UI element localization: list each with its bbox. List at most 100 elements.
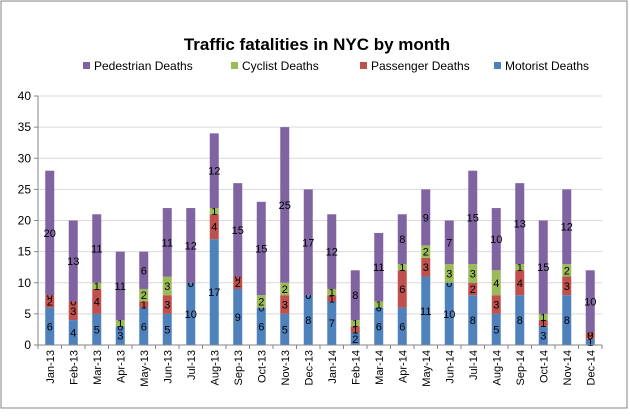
bar-pedestrian-Mar-14 <box>374 232 384 302</box>
x-tick-label-Apr-14: Apr-14 <box>397 350 409 383</box>
bar-cyclist-Jan-14 <box>327 288 337 296</box>
data-label-pedestrian-May-14: 9 <box>423 212 429 224</box>
bar-cyclist-May-14 <box>421 245 431 258</box>
data-label-motorist-Mar-14: 6 <box>376 321 382 333</box>
legend-label-cyclist: Cyclist Deaths <box>242 59 319 73</box>
data-label-passenger-May-14: 3 <box>423 262 429 274</box>
bar-cyclist-Oct-13 <box>256 295 266 308</box>
data-label-passenger-Jun-13: 3 <box>164 300 170 312</box>
data-label-cyclist-Dec-13: 0 <box>305 290 311 302</box>
bar-motorist-Jan-14 <box>327 301 337 345</box>
data-label-cyclist-Aug-14: 4 <box>493 278 499 290</box>
data-label-pedestrian-Jun-13: 11 <box>162 237 173 249</box>
x-tick-label-Feb-14: Feb-14 <box>350 350 362 385</box>
x-tick-label-Apr-13: Apr-13 <box>115 350 127 383</box>
data-label-passenger-May-13: 1 <box>141 300 147 312</box>
bar-passenger-Jan-13 <box>45 295 55 308</box>
data-label-passenger-Aug-14: 3 <box>493 300 499 312</box>
data-label-motorist-Jun-13: 5 <box>164 324 170 336</box>
data-label-pedestrian-Jan-14: 12 <box>326 247 338 259</box>
bar-passenger-Sep-14 <box>515 270 525 296</box>
bar-motorist-Jul-14 <box>468 295 478 345</box>
data-label-cyclist-May-13: 2 <box>141 290 147 302</box>
x-tick-label-Jan-14: Jan-14 <box>327 350 339 384</box>
data-label-passenger-Jan-14: 1 <box>329 293 335 305</box>
bar-passenger-Mar-13 <box>92 288 102 314</box>
x-tick-label-Mar-13: Mar-13 <box>92 350 104 385</box>
bar-passenger-Oct-14 <box>538 320 548 327</box>
data-label-pedestrian-Mar-13: 11 <box>91 244 102 256</box>
data-label-cyclist-Dec-14: 0 <box>587 328 593 340</box>
bar-passenger-Jul-14 <box>468 282 478 296</box>
x-tick-label-Jun-14: Jun-14 <box>444 350 456 384</box>
bar-pedestrian-Dec-14 <box>585 270 595 333</box>
bar-cyclist-Apr-14 <box>397 264 407 271</box>
data-label-pedestrian-Jun-14: 7 <box>446 237 452 249</box>
bar-pedestrian-Aug-14 <box>491 208 501 271</box>
bar-passenger-Aug-14 <box>491 295 501 314</box>
x-tick-label-Nov-13: Nov-13 <box>280 350 292 385</box>
data-label-passenger-Mar-14: 0 <box>376 303 382 315</box>
data-label-motorist-Jul-13: 10 <box>185 309 197 321</box>
y-tick-label-40: 40 <box>18 89 32 103</box>
bar-passenger-Feb-13 <box>68 301 78 321</box>
data-label-pedestrian-Feb-14: 8 <box>352 290 358 302</box>
bar-pedestrian-Jun-14 <box>444 220 454 265</box>
gridlines <box>38 95 602 315</box>
data-label-pedestrian-Jan-13: 20 <box>44 228 56 240</box>
legend: Pedestrian Deaths Cyclist Deaths Passenger… <box>83 59 589 73</box>
data-label-motorist-Feb-13: 4 <box>70 328 76 340</box>
bar-motorist-Apr-13 <box>115 326 125 345</box>
legend-label-passenger: Passenger Deaths <box>371 59 470 73</box>
data-label-cyclist-Nov-14: 2 <box>564 265 570 277</box>
bar-pedestrian-Apr-13 <box>115 251 125 321</box>
bar-pedestrian-Mar-13 <box>92 214 102 283</box>
bar-passenger-Sep-13 <box>233 276 243 289</box>
bar-pedestrian-Nov-13 <box>280 127 290 283</box>
bar-passenger-Jun-13 <box>162 295 172 314</box>
bar-motorist-Mar-14 <box>374 307 384 345</box>
data-label-pedestrian-Nov-14: 12 <box>561 222 573 234</box>
legend-swatch-cyclist <box>231 62 238 69</box>
bar-passenger-Dec-14 <box>585 332 595 339</box>
bar-motorist-Oct-13 <box>256 307 266 345</box>
bar-motorist-Jun-14 <box>444 282 454 345</box>
bar-cyclist-Mar-13 <box>92 282 102 289</box>
data-label-cyclist-Jul-14: 3 <box>470 268 476 280</box>
bar-motorist-Aug-13 <box>209 239 219 345</box>
bar-pedestrian-Oct-13 <box>256 201 266 296</box>
x-axis: Jan-13 Feb-13 Mar-13 Apr-13 May-13 Jun-13 Jul-… <box>37 344 603 387</box>
data-label-cyclist-Oct-14: 1 <box>540 312 546 324</box>
bar-pedestrian-Jul-13 <box>186 208 196 283</box>
data-label-motorist-Jun-14: 10 <box>443 309 455 321</box>
data-label-pedestrian-Jul-14: 15 <box>467 212 479 224</box>
bar-pedestrian-Jan-14 <box>327 214 337 289</box>
bar-passenger-Feb-14 <box>350 326 360 333</box>
bar-pedestrian-Apr-14 <box>397 214 407 265</box>
x-tick-label-Nov-14: Nov-14 <box>562 350 574 385</box>
x-tick-label-Aug-14: Aug-14 <box>491 350 503 385</box>
bar-passenger-May-13 <box>139 301 149 308</box>
bar-motorist-Jan-13 <box>45 307 55 345</box>
bar-pedestrian-May-14 <box>421 189 431 246</box>
y-tick-label-25: 25 <box>18 182 32 196</box>
data-label-pedestrian-Dec-14: 10 <box>584 296 596 308</box>
x-tick-label-Jul-14: Jul-14 <box>468 350 480 380</box>
data-label-motorist-Oct-13: 6 <box>258 321 264 333</box>
data-label-passenger-Jul-13: 0 <box>188 278 194 290</box>
bar-passenger-Jan-14 <box>327 295 337 302</box>
data-label-cyclist-Jun-14: 3 <box>446 268 452 280</box>
bar-cyclist-Aug-13 <box>209 208 219 215</box>
bar-passenger-Apr-14 <box>397 270 407 308</box>
data-label-passenger-Dec-13: 0 <box>305 290 311 302</box>
bar-pedestrian-Aug-13 <box>209 133 219 209</box>
bar-cyclist-Nov-13 <box>280 282 290 296</box>
bar-cyclist-Mar-14 <box>374 301 384 308</box>
data-label-motorist-Aug-14: 5 <box>493 324 499 336</box>
data-label-pedestrian-Aug-14: 10 <box>490 234 502 246</box>
data-label-cyclist-Apr-13: 1 <box>117 318 123 330</box>
bars: 6202043013541113011161265331110001217411… <box>44 127 596 349</box>
chart-title: Traffic fatalities in NYC by month <box>184 35 450 54</box>
